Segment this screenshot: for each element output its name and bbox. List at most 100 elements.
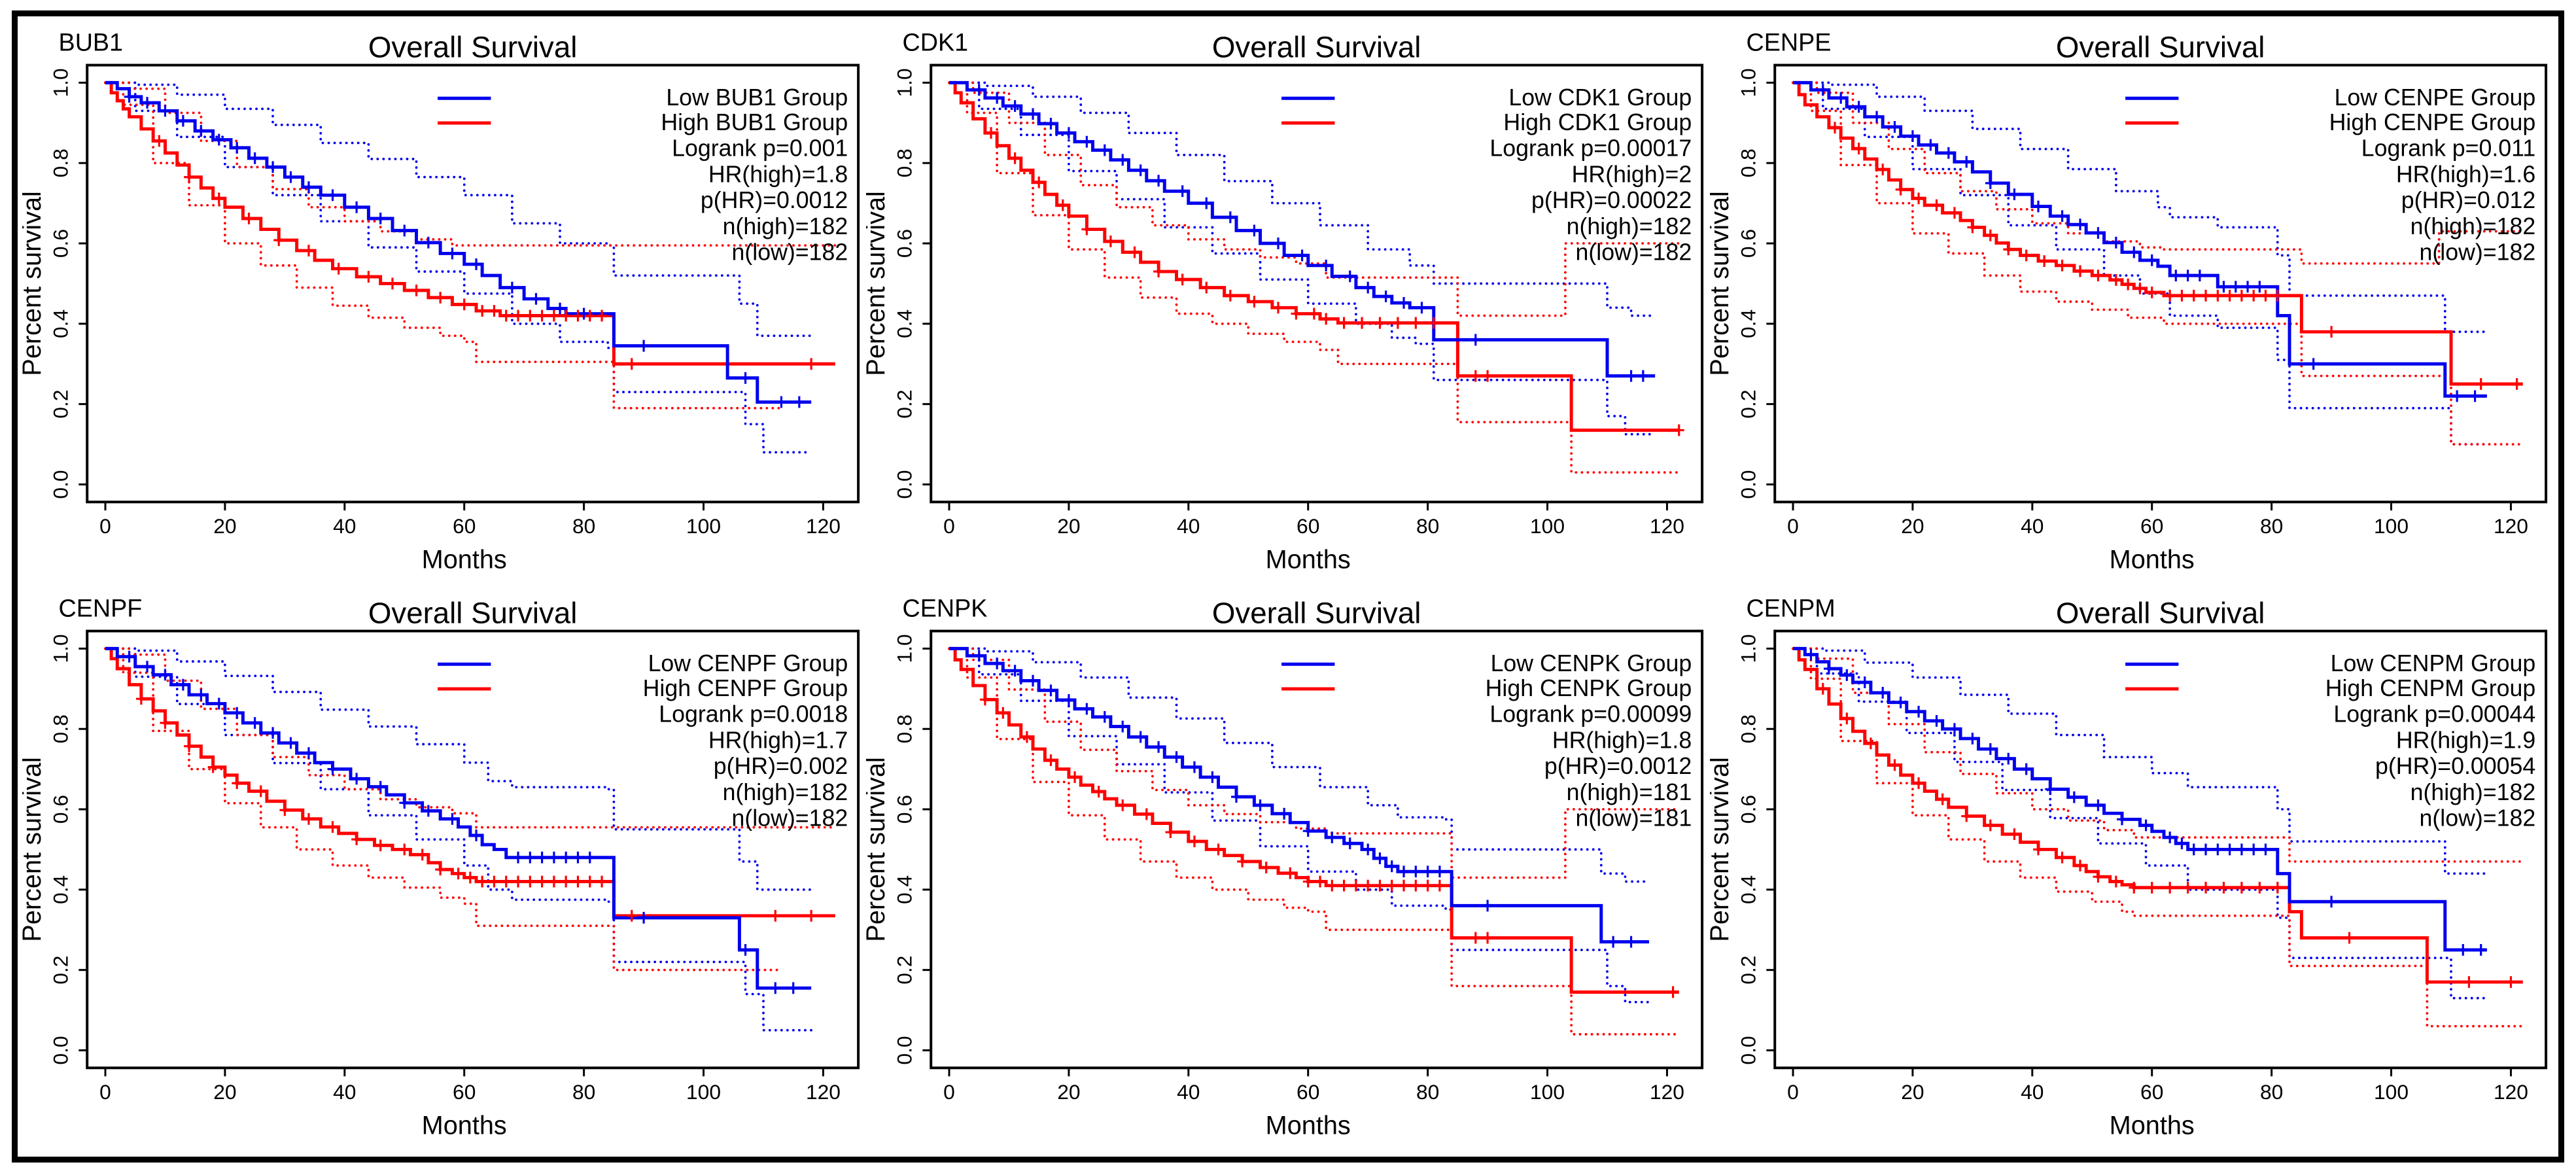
km-panel-cenpf: 0 20 40 60 80 100 120 0.0 0.2 0.4 0.6 0.8 1.0 Months P… [22, 587, 866, 1153]
plot-box [86, 629, 860, 1069]
stat-line: HR(high)=1.8 [1552, 727, 1692, 753]
x-tick-label: 40 [333, 514, 356, 538]
censor-mark-low [1380, 290, 1391, 303]
x-tick-label: 0 [99, 1079, 111, 1103]
censor-mark-low [2182, 270, 2193, 282]
censor-mark-high [477, 875, 488, 888]
legend-label: Low CENPF Group [648, 650, 848, 676]
censor-mark-high [489, 305, 500, 317]
x-tick-label: 120 [1650, 514, 1684, 538]
ci-upper-high-curve [104, 81, 837, 247]
km-plot-cenpm: 0 20 40 60 80 100 120 0.0 0.2 0.4 0.6 0.8 1.0 Months P… [1710, 594, 2548, 1140]
x-tick-label: 80 [1416, 1079, 1439, 1103]
censor-mark-low [2057, 210, 2068, 222]
censor-mark-high [986, 127, 996, 139]
panel-title: Overall Survival [2056, 596, 2265, 629]
censor-mark-high [1009, 152, 1020, 164]
censor-mark-low [2475, 943, 2486, 956]
censor-mark-low [1045, 684, 1056, 696]
censor-mark-low [1482, 899, 1493, 911]
x-tick-label: 100 [686, 1079, 721, 1103]
censor-mark-high [489, 875, 500, 888]
censor-mark-low [2260, 843, 2271, 855]
censor-mark-high [351, 833, 362, 845]
censor-mark-high [2057, 259, 2068, 271]
censor-mark-low [2236, 843, 2247, 855]
gene-label: CENPE [1747, 29, 1832, 56]
censor-mark-low [1344, 837, 1355, 849]
censor-mark-low [304, 746, 314, 759]
censor-mark-high [1315, 875, 1325, 888]
censor-mark-low [2308, 358, 2319, 370]
censor-mark-low [1321, 259, 1332, 271]
censor-mark-high [1045, 754, 1056, 766]
legend-label: Low CENPK Group [1491, 650, 1692, 676]
censor-mark-high [1470, 370, 1481, 382]
ci-upper-low-curve [948, 647, 1650, 883]
censor-mark-low [1153, 741, 1164, 753]
censor-mark-high [1985, 819, 1996, 832]
x-tick-label: 120 [2494, 514, 2528, 538]
stat-line: n(low)=181 [1576, 805, 1692, 831]
x-axis-label: Months [2110, 1111, 2195, 1140]
censor-mark-high [2182, 881, 2193, 894]
censor-mark-low [2021, 763, 2032, 775]
censor-mark-high [998, 707, 1009, 719]
censor-mark-low [2170, 270, 2182, 282]
x-tick-label: 60 [453, 514, 476, 538]
stat-line: HR(high)=2 [1572, 161, 1692, 187]
stat-line: n(low)=182 [2420, 239, 2536, 266]
censor-mark-low [1967, 732, 1978, 744]
x-tick-label: 40 [2021, 1079, 2044, 1103]
censor-mark-low [1859, 676, 1870, 688]
stat-line: HR(high)=1.7 [708, 727, 848, 753]
censor-mark-high [513, 875, 523, 888]
censor-mark-high [1117, 799, 1128, 811]
ci-upper-low-curve [104, 81, 813, 338]
censor-mark-low [471, 258, 481, 270]
censor-mark-low [992, 657, 1003, 669]
panel-title: Overall Survival [368, 596, 577, 629]
censor-mark-high [597, 309, 607, 322]
y-tick-label: 0.8 [48, 714, 72, 743]
censor-mark-low [2093, 227, 2104, 239]
plot-box [1773, 629, 2548, 1069]
censor-mark-low [1189, 761, 1200, 773]
y-tick-label: 0.0 [48, 470, 72, 499]
censor-mark-high [387, 277, 398, 290]
censor-mark-high [1913, 777, 1924, 789]
censor-mark-high [2075, 859, 2085, 871]
stat-line: n(low)=182 [732, 239, 848, 266]
censor-mark-low [1099, 144, 1110, 156]
censor-mark-low [423, 236, 434, 249]
censor-mark-high [2039, 255, 2050, 267]
stat-line: p(HR)=0.0012 [1544, 753, 1692, 779]
x-axis-label: Months [1266, 1111, 1351, 1140]
x-tick-label: 40 [1177, 1079, 1200, 1103]
censor-mark-high [154, 135, 165, 147]
censor-mark-low [1249, 224, 1260, 237]
censor-mark-high [1949, 207, 1960, 219]
x-tick-label: 60 [453, 1079, 476, 1103]
censor-mark-high [548, 875, 559, 888]
censor-mark-high [2212, 289, 2223, 302]
censor-mark-low [2248, 843, 2259, 855]
censor-mark-low [1871, 111, 1882, 123]
censor-mark-low [973, 84, 984, 96]
censor-mark-low [1063, 127, 1074, 139]
y-tick-label: 0.2 [892, 390, 916, 419]
stat-line: Logrank p=0.00017 [1489, 135, 1692, 162]
stat-line: n(high)=182 [723, 779, 848, 805]
censor-mark-high [464, 871, 476, 883]
censor-mark-high [1338, 317, 1349, 329]
censor-mark-low [740, 372, 751, 384]
censor-mark-high [273, 234, 285, 247]
censor-mark-low [2146, 254, 2157, 266]
censor-mark-low [525, 851, 536, 864]
stat-line: HR(high)=1.8 [708, 161, 848, 187]
censor-mark-high [770, 909, 781, 922]
figure-border [12, 10, 2564, 1163]
censor-mark-high [2201, 881, 2211, 894]
censor-mark-high [2110, 273, 2121, 286]
censor-mark-high [2009, 828, 2020, 840]
